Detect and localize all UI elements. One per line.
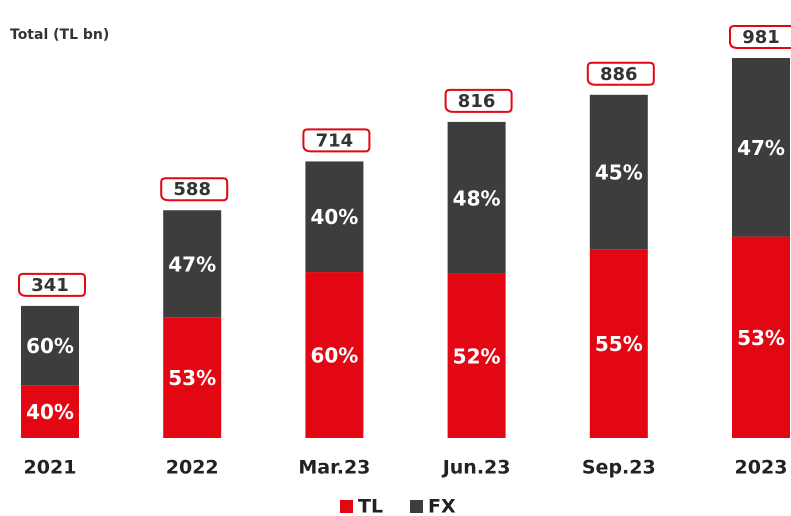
chart-title: Total (TL bn) (10, 27, 109, 43)
segment-label: 60% (26, 334, 74, 358)
bar-segment (305, 272, 364, 438)
bar-segment (447, 121, 506, 274)
total-box (729, 25, 791, 49)
legend-swatch (340, 500, 353, 513)
total-box (18, 272, 86, 297)
segment-label: 55% (595, 332, 643, 356)
total-label: 816 (458, 91, 496, 112)
bar-segment (305, 161, 364, 273)
segment-label: 40% (310, 205, 358, 229)
segment-label: 48% (453, 186, 501, 210)
x-tick-label: 2023 (735, 457, 788, 479)
bar-segment (589, 249, 648, 438)
bar-segment (163, 210, 222, 318)
legend-swatch (410, 500, 423, 513)
segment-label: 53% (168, 366, 216, 390)
bar-segment (589, 94, 648, 250)
x-tick-label: Sep.23 (582, 457, 656, 479)
total-label: 341 (31, 275, 69, 296)
legend-label: TL (358, 496, 383, 516)
total-label: 981 (742, 27, 780, 48)
total-box (160, 177, 229, 202)
x-tick-label: Mar.23 (298, 457, 370, 479)
segment-label: 53% (737, 326, 785, 350)
segment-label: 60% (310, 344, 358, 368)
segment-label: 47% (168, 252, 216, 276)
bar-segment (732, 58, 790, 237)
segment-label: 47% (737, 136, 785, 160)
segment-label: 40% (26, 400, 74, 424)
x-tick-label: 2021 (24, 457, 77, 479)
x-tick-label: 2022 (166, 457, 219, 479)
bar-segment (163, 317, 222, 438)
total-box (302, 128, 371, 153)
total-box (586, 61, 655, 86)
bar-segment (447, 273, 506, 438)
bar-segment (21, 305, 79, 386)
bar-segment (21, 385, 79, 438)
total-label: 588 (173, 179, 211, 200)
legend-label: FX (428, 496, 456, 516)
segment-label: 45% (595, 161, 643, 185)
x-tick-label: Jun.23 (441, 457, 511, 479)
total-box (444, 88, 513, 113)
total-label: 714 (316, 130, 354, 151)
total-label: 886 (600, 64, 638, 85)
bar-segment (732, 236, 790, 438)
segment-label: 52% (453, 344, 501, 368)
